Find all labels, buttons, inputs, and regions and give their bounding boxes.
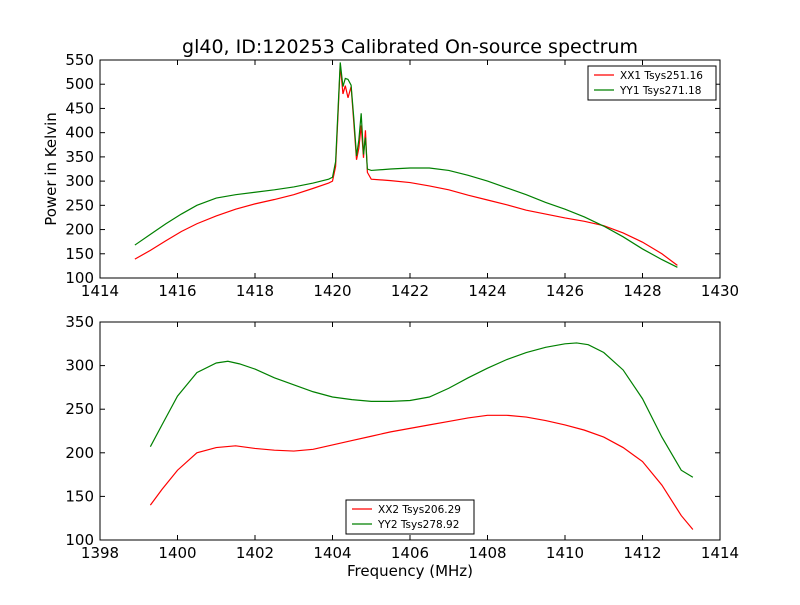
series-lines (149, 342, 694, 530)
y-tick-label: 200 (65, 221, 94, 239)
x-tick-label: 1420 (313, 282, 351, 300)
x-tick-label: 1426 (546, 282, 584, 300)
x-tick-label: 1414 (701, 544, 739, 562)
y-tick-label: 350 (65, 313, 94, 331)
legend-box (345, 499, 475, 535)
y-tick-label: 150 (65, 245, 94, 263)
x-tick-label: 1408 (468, 544, 506, 562)
x-tick-label: 1398 (81, 544, 119, 562)
x-tick-label: 1410 (546, 544, 584, 562)
y-tick-label: 200 (65, 444, 94, 462)
x-tick-label: 1416 (158, 282, 196, 300)
x-axis-label: Frequency (MHz) (347, 562, 473, 580)
legend-box (587, 65, 717, 101)
y-tick-label: 250 (65, 400, 94, 418)
x-tick-label: 1414 (81, 282, 119, 300)
x-tick-label: 1430 (701, 282, 739, 300)
x-tick-label: 1422 (391, 282, 429, 300)
x-tick-label: 1428 (623, 282, 661, 300)
legend-label-2: YY2 Tsys278.92 (377, 519, 459, 531)
y-tick-label: 550 (65, 51, 94, 69)
y-axis-label: Power in Kelvin (42, 112, 60, 226)
y-tick-label: 400 (65, 124, 94, 142)
y-tick-label: 450 (65, 99, 94, 117)
x-tick-label: 1400 (158, 544, 196, 562)
x-tick-label: 1412 (623, 544, 661, 562)
series-lines (134, 62, 678, 268)
series-line-2 (134, 62, 678, 268)
y-tick-label: 350 (65, 148, 94, 166)
x-tick-label: 1402 (236, 544, 274, 562)
y-tick-label: 150 (65, 487, 94, 505)
y-tick-label: 500 (65, 75, 94, 93)
legend-label-1: XX2 Tsys206.29 (378, 504, 461, 516)
series-line-2 (149, 342, 694, 478)
legend: XX2 Tsys206.29 YY2 Tsys278.92 (345, 499, 475, 535)
x-tick-label: 1424 (468, 282, 506, 300)
x-tick-label: 1406 (391, 544, 429, 562)
legend-label-2: YY1 Tsys271.18 (619, 85, 701, 97)
y-tick-label: 100 (65, 531, 94, 549)
bottom-panel: 1398 1400 1402 1404 1406 1408 1410 1412 1414 100 1… (65, 313, 739, 580)
top-panel: 1414 1416 1418 1420 1422 1424 1426 1428 1430 100 1… (42, 51, 739, 300)
legend: XX1 Tsys251.16 YY1 Tsys271.18 (587, 65, 717, 101)
x-tick-label: 1404 (313, 544, 351, 562)
y-tick-label: 300 (65, 172, 94, 190)
y-tick-label: 300 (65, 357, 94, 375)
y-tick-label: 100 (65, 269, 94, 287)
series-line-1 (149, 414, 694, 530)
x-tick-label: 1418 (236, 282, 274, 300)
series-line-1 (134, 64, 678, 266)
chart-title: gl40, ID:120253 Calibrated On-source spe… (182, 36, 638, 58)
y-tick-label: 250 (65, 196, 94, 214)
legend-label-1: XX1 Tsys251.16 (620, 70, 703, 82)
